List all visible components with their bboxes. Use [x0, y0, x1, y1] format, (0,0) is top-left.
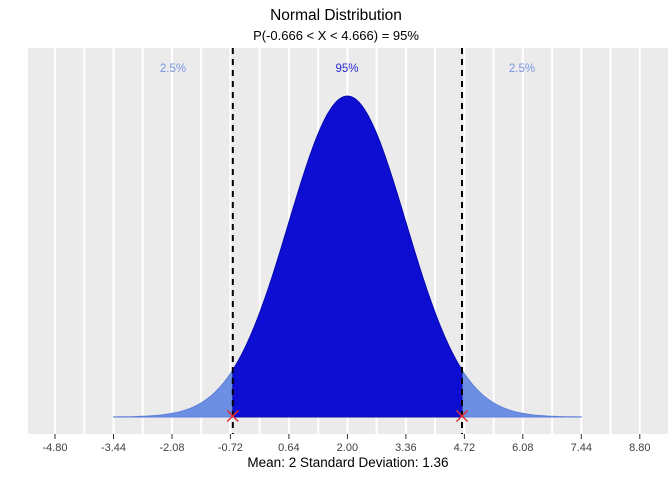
upper-boundary-marker-stroke2	[456, 409, 469, 423]
x-tick-label: 2.00	[336, 442, 359, 454]
x-tick-label: -2.08	[159, 442, 185, 454]
x-tick-label: 3.36	[395, 442, 417, 454]
x-tick-label: 0.64	[278, 442, 300, 454]
x-tick-label: -4.80	[42, 442, 68, 454]
x-tick-label: 4.72	[453, 442, 476, 454]
x-tick-label: -3.44	[100, 442, 127, 454]
right-tail-probability-label: 2.5%	[508, 63, 536, 75]
x-axis-title: Mean: 2 Standard Deviation: 1.36	[247, 455, 449, 470]
x-tick-label: 6.08	[512, 442, 534, 454]
center-probability-label: 95%	[335, 63, 359, 75]
x-tick-label: 7.44	[570, 442, 593, 454]
x-tick-label: -0.72	[217, 442, 243, 454]
distribution-center-area	[232, 95, 463, 418]
left-tail-probability-label: 2.5%	[159, 63, 187, 75]
lower-boundary-marker-stroke2	[226, 409, 239, 423]
x-tick-label: 8.80	[629, 442, 651, 454]
chart-title: Normal Distribution	[270, 7, 402, 24]
chart-subtitle: P(-0.666 < X < 4.666) = 95%	[253, 28, 419, 43]
